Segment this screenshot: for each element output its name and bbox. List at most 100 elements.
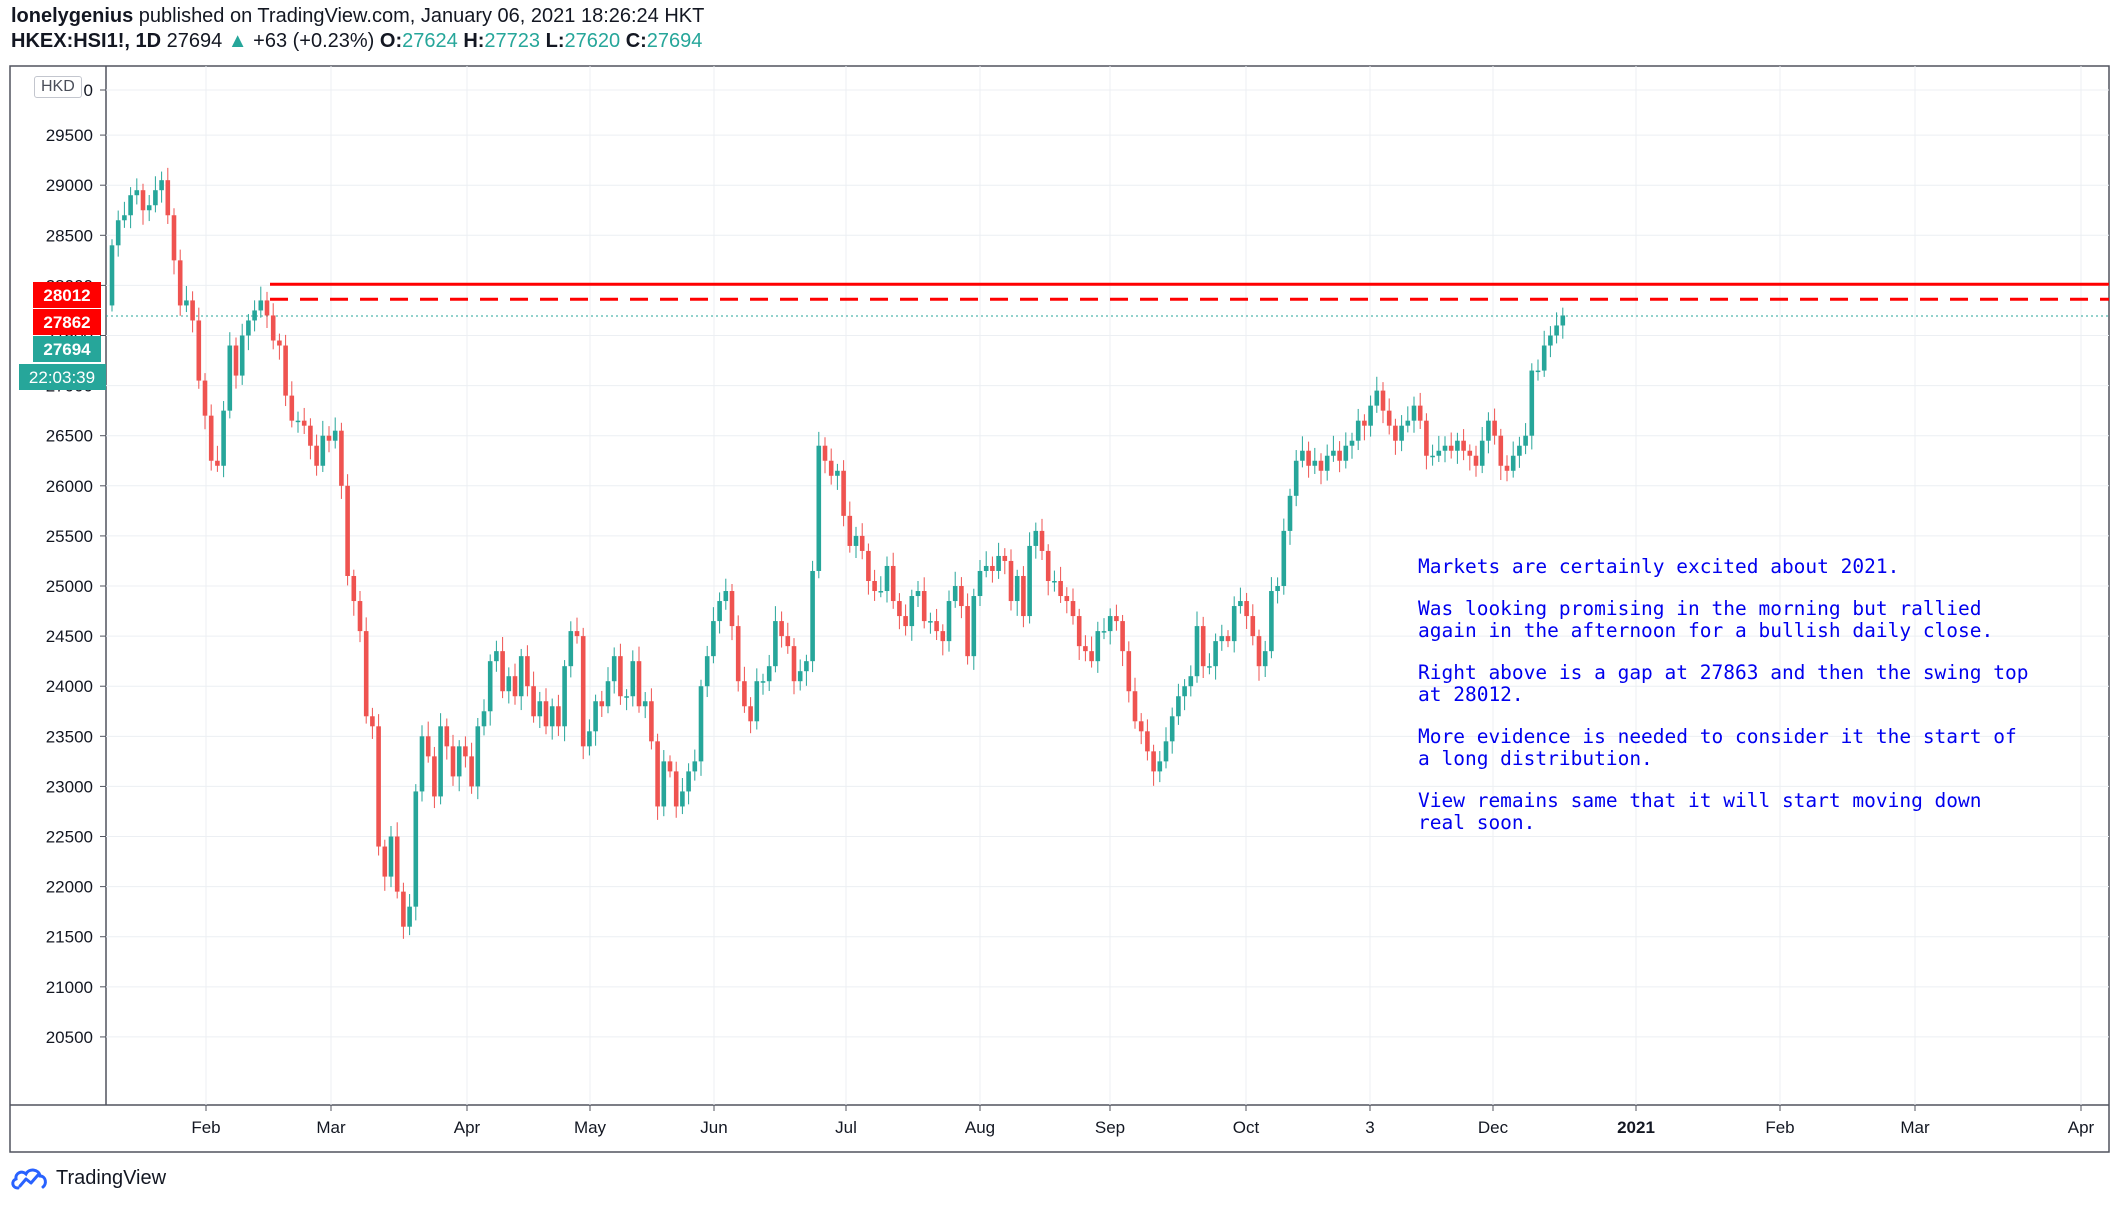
candle-body [680,791,685,807]
candle-body [934,621,939,632]
candles[interactable] [109,167,1566,939]
candle-body [1300,450,1305,461]
candle-body [1349,440,1355,446]
candle-body [897,601,902,617]
candle-body [146,205,152,211]
y-tick-label: 28500 [46,226,93,245]
candle-body [450,746,456,777]
candle-body [177,260,183,306]
countdown-label-bg [19,364,106,390]
y-tick-label: 23500 [46,727,93,746]
candle-body [1120,621,1125,652]
candle-body [878,591,884,593]
candle-body [270,315,276,341]
candle-body [1473,455,1479,466]
candle-body [698,686,704,762]
swing-top-label-bg [33,282,101,308]
candle-body [822,445,828,461]
candle-body [438,726,443,797]
candle-body [1169,716,1175,742]
candle-body [1498,435,1504,466]
y-tick-label: 29500 [46,126,93,145]
candle-body [1287,495,1293,531]
candle-body [1541,345,1547,371]
candle-body [1324,455,1330,471]
x-tick-label: Apr [454,1118,481,1137]
swing-top-label: 28012 [43,286,90,305]
currency-unit-badge[interactable]: HKD [34,76,82,98]
candle-body [246,320,251,336]
candle-body [357,601,363,632]
candle-body [525,656,530,687]
candle-body [1021,575,1026,617]
candle-body [853,535,859,546]
candle-body [903,616,908,627]
candle-body [1560,315,1566,326]
candle-body [1114,616,1119,622]
candle-body [1014,575,1020,602]
high-value: 27723 [484,30,541,52]
candle-body [828,460,834,476]
annotation-text: Markets are certainly excited about 2021… [1418,556,2038,854]
candle-body [475,726,481,787]
candle-body [549,706,555,727]
candle-body [463,746,468,757]
candle-body [1213,641,1218,667]
y-tick-label: 29000 [46,176,93,195]
candle-body [717,601,722,622]
candle-body [531,686,536,717]
candle-body [1027,545,1032,617]
x-tick-label: Oct [1233,1118,1260,1137]
candle-body [1107,616,1113,632]
candle-body [618,656,623,697]
candle-body [419,736,425,792]
close-value: 27694 [646,30,703,52]
candle-body [890,565,896,602]
candle-body [1430,455,1435,458]
annotation-line: Markets are certainly excited about 2021… [1418,555,1900,578]
candle-body [574,631,580,637]
candle-body [518,656,524,697]
gap-label-bg [33,309,101,335]
candle-body [1293,460,1299,496]
candle-body [748,706,753,722]
y-tick-label: 23000 [46,777,93,796]
last-price-label-bg [33,336,101,362]
candle-body [370,716,375,727]
candle-body [1504,465,1510,471]
brand-name: TradingView [56,1166,167,1189]
candle-body [1070,601,1076,617]
author-name[interactable]: lonelygenius [11,5,134,27]
candle-body [1244,601,1249,617]
candle-body [977,570,983,597]
candle-body [1492,420,1497,436]
last-price-label: 27694 [43,340,91,359]
candle-body [754,681,760,722]
price-levels[interactable] [106,282,2109,317]
candle-body [971,596,977,657]
candle-body [1207,666,1212,668]
y-tick-label: 20500 [46,1028,93,1047]
candle-body [990,565,995,571]
candle-body [1355,420,1361,441]
candle-body [1306,450,1311,466]
candle-body [649,701,654,742]
candle-body [1002,555,1008,561]
candle-body [1151,751,1156,772]
y-tick-label: 22500 [46,828,93,847]
symbol-label[interactable]: HKEX:HSI1!, 1D [11,30,162,52]
candle-body [1281,530,1287,587]
candle-body [1188,676,1194,687]
candle-body [128,195,133,216]
tradingview-logo[interactable]: TradingView [10,1163,166,1193]
candle-body [1393,425,1398,441]
candle-body [401,891,406,927]
candle-body [308,425,313,446]
candle-body [1448,445,1454,451]
candle-body [171,215,177,261]
candle-body [1126,651,1132,692]
candle-body [1194,626,1200,677]
candle-body [946,601,952,642]
candle-body [1374,390,1380,406]
